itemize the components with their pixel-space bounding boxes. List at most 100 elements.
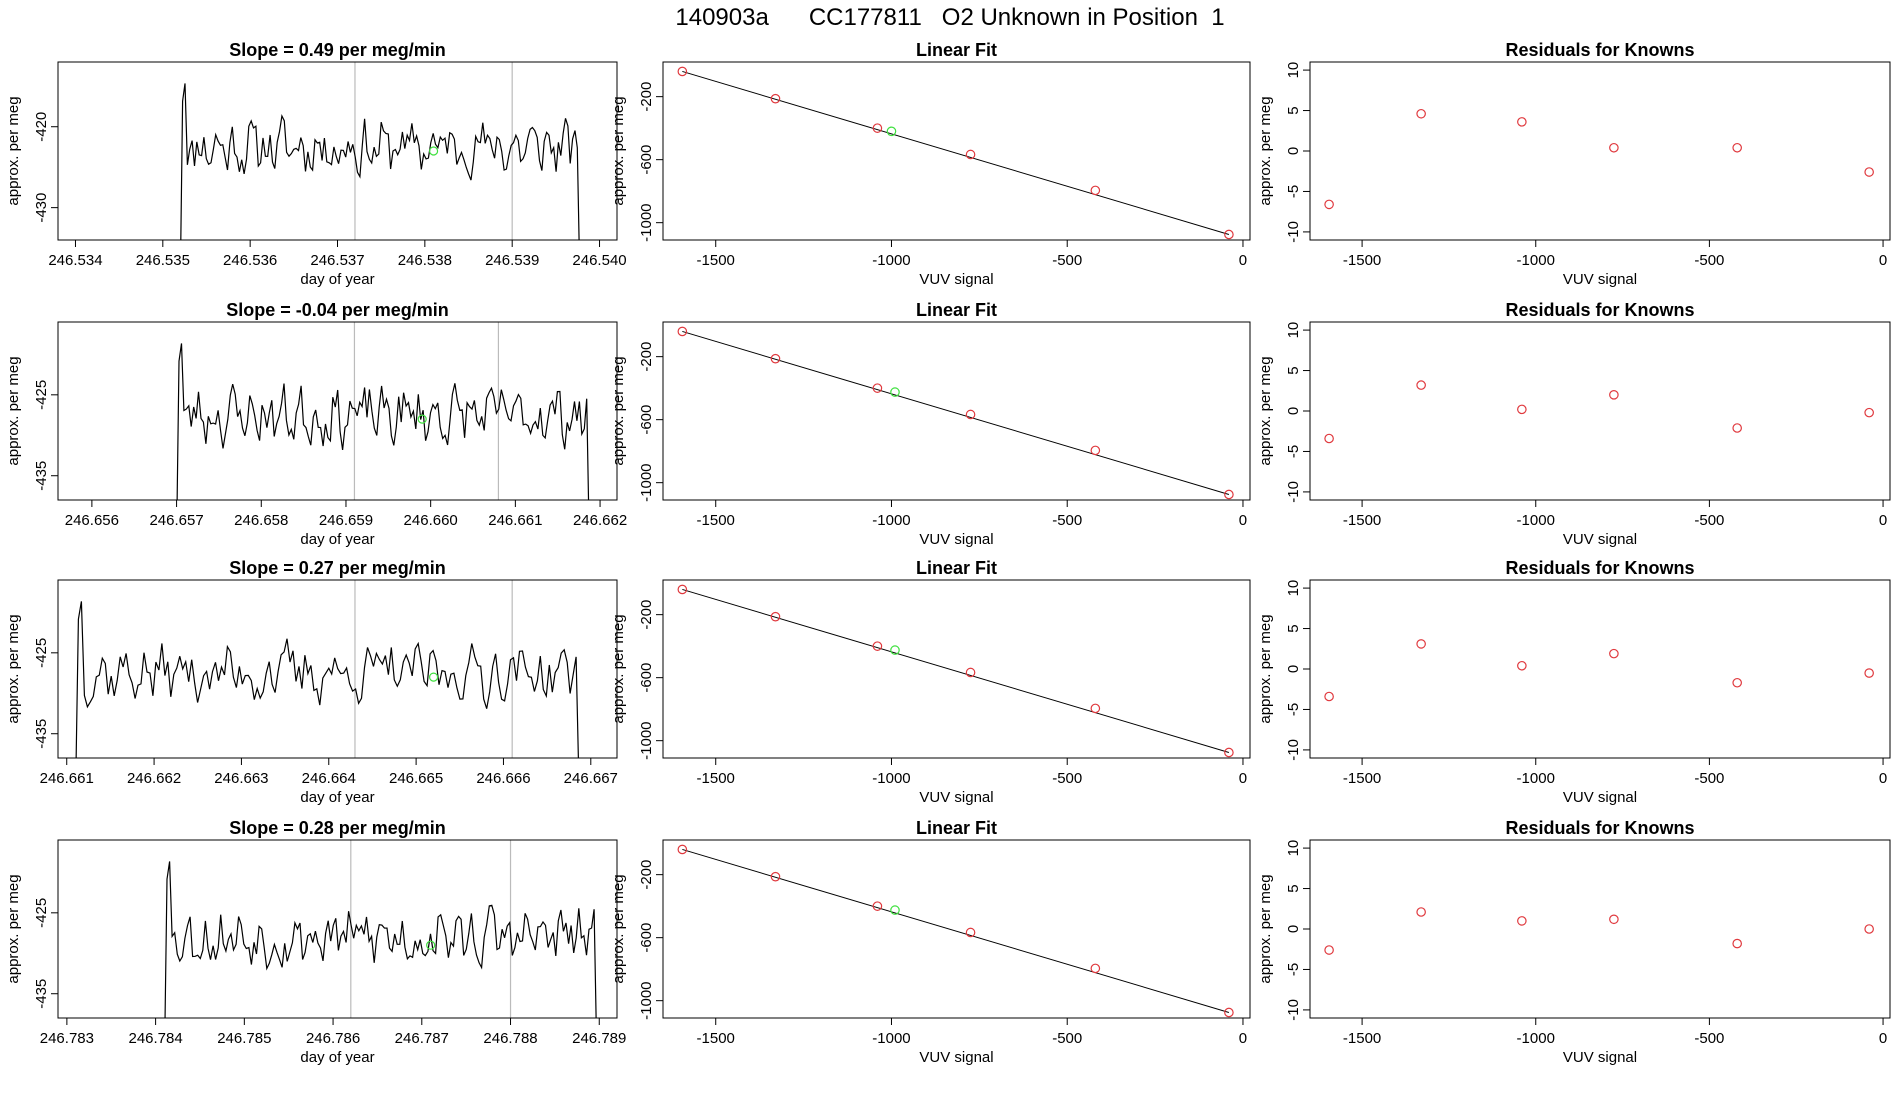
plot-area bbox=[677, 844, 1234, 1018]
y-tick-label: 10 bbox=[1285, 322, 1302, 339]
plot-frame bbox=[662, 839, 1251, 1019]
x-tick-label: 246.666 bbox=[476, 770, 530, 787]
known-point bbox=[1224, 229, 1234, 240]
plot-frame bbox=[57, 839, 618, 1019]
plot-frame bbox=[57, 321, 618, 501]
x-tick-label: -500 bbox=[1694, 1030, 1724, 1047]
x-axis-label: VUV signal bbox=[919, 1049, 993, 1066]
known-point bbox=[1090, 963, 1101, 974]
known-point bbox=[770, 871, 781, 882]
x-tick-label: -500 bbox=[1052, 252, 1082, 269]
known-point bbox=[1517, 660, 1527, 671]
y-tick-label: 5 bbox=[1285, 884, 1302, 892]
x-tick-label: -1000 bbox=[872, 512, 910, 529]
plot-frame bbox=[1309, 579, 1891, 759]
panel-linear-fit-row-2: Linear Fit -1500 -1000 -500 0 -200 -600 -1000 VU… bbox=[610, 300, 1251, 548]
panel-title: Slope = 0.49 per meg/min bbox=[229, 40, 446, 60]
y-tick-label: 0 bbox=[1285, 147, 1302, 155]
y-tick-label: 0 bbox=[1285, 407, 1302, 415]
x-tick-label: -1000 bbox=[1517, 252, 1555, 269]
x-tick-label: -500 bbox=[1052, 1030, 1082, 1047]
x-tick-label: 246.661 bbox=[40, 770, 94, 787]
x-tick-label: -1000 bbox=[872, 770, 910, 787]
known-point bbox=[965, 149, 976, 160]
panel-time-series-row-2: Slope = -0.04 per meg/min 246.656 246.657 2… bbox=[5, 300, 627, 548]
x-tick-label: 246.665 bbox=[389, 770, 443, 787]
x-tick-label: -500 bbox=[1052, 770, 1082, 787]
plot-area bbox=[677, 584, 1234, 758]
panel-title: Slope = 0.28 per meg/min bbox=[229, 818, 446, 838]
data-trace bbox=[164, 861, 597, 1018]
x-tick-label: 246.662 bbox=[573, 512, 627, 529]
plot-area bbox=[1324, 907, 1874, 955]
y-tick-label: -435 bbox=[33, 719, 50, 749]
y-axis-label: approx. per meg bbox=[1257, 614, 1274, 723]
y-tick-label: -600 bbox=[638, 145, 655, 175]
y-tick-label: -1000 bbox=[638, 203, 655, 241]
panel-time-series-row-3: Slope = 0.27 per meg/min 246.661 246.662 24… bbox=[5, 558, 618, 806]
y-tick-label: -435 bbox=[33, 979, 50, 1009]
known-point bbox=[1090, 185, 1101, 196]
panel-title: Slope = 0.27 per meg/min bbox=[229, 558, 446, 578]
x-axis-label: VUV signal bbox=[919, 531, 993, 548]
known-point bbox=[872, 641, 883, 651]
x-tick-label: 246.658 bbox=[234, 512, 288, 529]
known-point bbox=[1864, 924, 1874, 934]
y-tick-label: 0 bbox=[1285, 665, 1302, 673]
y-axis-label: approx. per meg bbox=[610, 614, 627, 723]
y-tick-label: -200 bbox=[638, 600, 655, 630]
unknown-point bbox=[428, 672, 439, 682]
known-point bbox=[1324, 199, 1334, 210]
y-tick-label: -10 bbox=[1285, 999, 1302, 1021]
panel-linear-fit-row-1: Linear Fit -1500 -1000 -500 0 -200 -600 -1000 VU… bbox=[610, 40, 1251, 288]
x-tick-label: 246.662 bbox=[127, 770, 181, 787]
x-tick-label: -1500 bbox=[1343, 512, 1381, 529]
x-tick-label: -500 bbox=[1694, 512, 1724, 529]
x-axis-label: VUV signal bbox=[1563, 789, 1637, 806]
known-point bbox=[1324, 945, 1334, 955]
plot-area bbox=[1324, 108, 1874, 210]
y-tick-label: -1000 bbox=[638, 721, 655, 759]
x-tick-label: 246.785 bbox=[217, 1030, 271, 1047]
plot-frame bbox=[662, 579, 1251, 759]
x-tick-label: -1000 bbox=[1517, 512, 1555, 529]
y-tick-label: -435 bbox=[33, 461, 50, 491]
x-tick-label: -1000 bbox=[1517, 770, 1555, 787]
x-tick-label: 0 bbox=[1879, 252, 1887, 269]
x-axis-label: VUV signal bbox=[919, 271, 993, 288]
plot-frame bbox=[57, 61, 618, 241]
y-tick-label: -425 bbox=[33, 638, 50, 668]
y-tick-label: -200 bbox=[638, 860, 655, 890]
y-tick-label: 10 bbox=[1285, 840, 1302, 857]
known-point bbox=[770, 93, 781, 104]
plot-frame bbox=[1309, 61, 1891, 241]
x-tick-label: 246.786 bbox=[306, 1030, 360, 1047]
panel-time-series-row-1: Slope = 0.49 per meg/min 246.534 246.535 24… bbox=[5, 40, 627, 288]
y-tick-label: 5 bbox=[1285, 106, 1302, 114]
y-axis-label: approx. per meg bbox=[5, 874, 22, 983]
known-point bbox=[1416, 907, 1426, 917]
known-point bbox=[965, 409, 976, 420]
panel-residuals-row-2: Residuals for Knowns -1500 -1000 -500 0 10 5 0 -… bbox=[1257, 300, 1891, 548]
fit-line bbox=[682, 848, 1230, 1013]
known-point bbox=[1090, 445, 1101, 456]
plot-frame bbox=[1309, 839, 1891, 1019]
y-tick-label: -600 bbox=[638, 405, 655, 435]
x-tick-label: 246.663 bbox=[214, 770, 268, 787]
panel-linear-fit-row-3: Linear Fit -1500 -1000 -500 0 -200 -600 -1000 VU… bbox=[610, 558, 1251, 806]
y-tick-label: -200 bbox=[638, 82, 655, 112]
unknown-point bbox=[890, 905, 900, 915]
x-tick-label: 246.536 bbox=[223, 252, 277, 269]
data-trace bbox=[180, 83, 580, 240]
known-point bbox=[1224, 1007, 1234, 1018]
x-tick-label: 246.539 bbox=[485, 252, 539, 269]
panel-time-series-row-4: Slope = 0.28 per meg/min 246.783 246.784 24… bbox=[5, 818, 626, 1066]
x-tick-label: 246.789 bbox=[572, 1030, 626, 1047]
known-point bbox=[1864, 668, 1874, 678]
x-axis-label: day of year bbox=[300, 271, 374, 288]
fit-line bbox=[682, 70, 1230, 235]
x-tick-label: 0 bbox=[1879, 1030, 1887, 1047]
page-title: 140903a CC177811 O2 Unknown in Position … bbox=[675, 4, 1225, 31]
plot-area bbox=[176, 322, 590, 500]
